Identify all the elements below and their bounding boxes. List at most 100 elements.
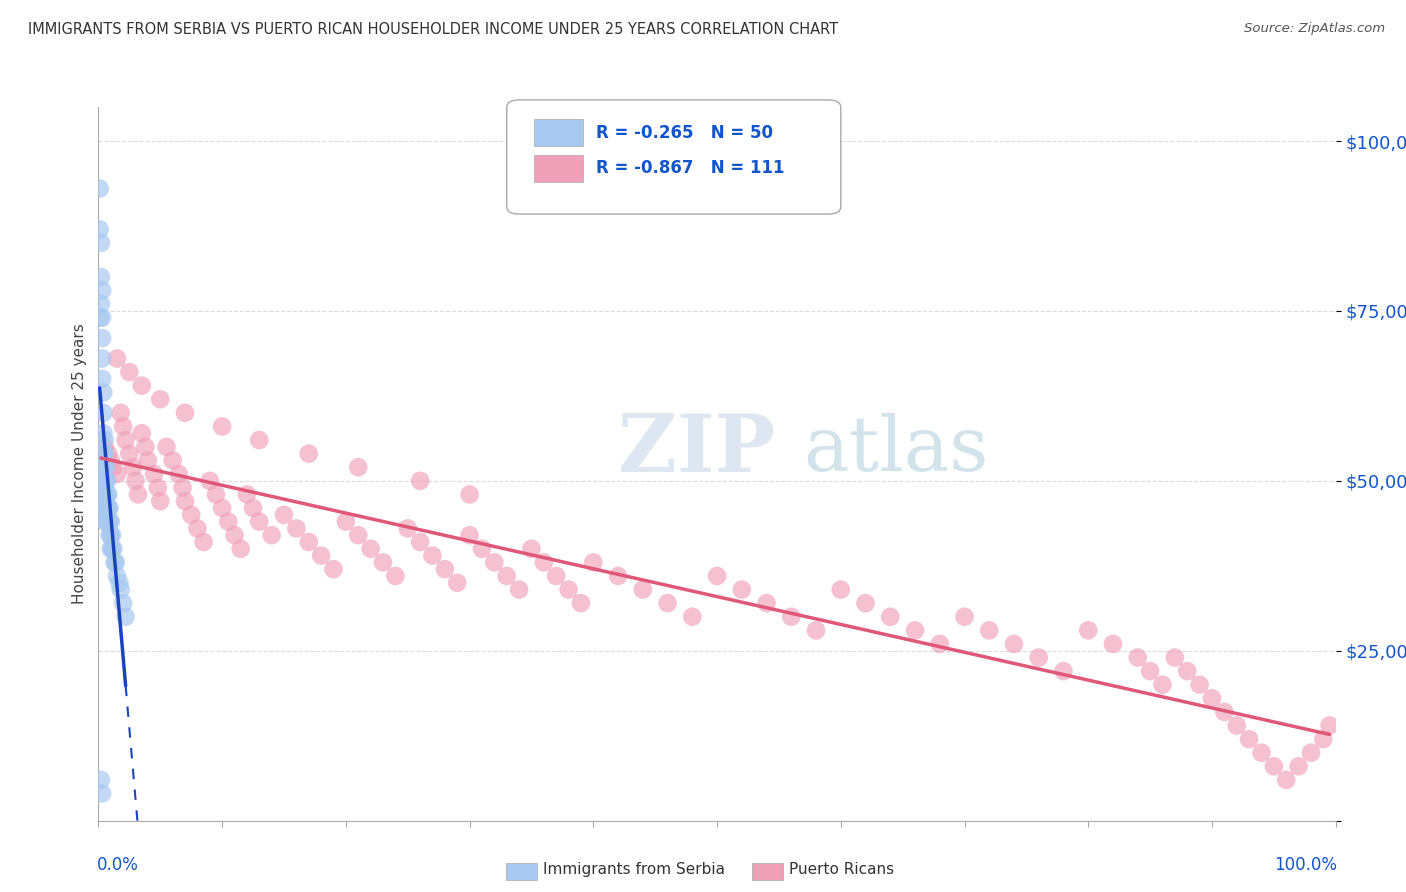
Point <box>91 351 114 366</box>
Point <box>780 609 803 624</box>
Point <box>146 481 169 495</box>
Point <box>1028 650 1050 665</box>
Point <box>104 555 127 569</box>
Point <box>89 181 111 195</box>
Point <box>855 596 877 610</box>
Point <box>533 555 555 569</box>
Point <box>1288 759 1310 773</box>
Text: Source: ZipAtlas.com: Source: ZipAtlas.com <box>1244 22 1385 36</box>
Point <box>101 528 124 542</box>
Point <box>1126 650 1149 665</box>
Point <box>93 501 115 516</box>
Text: IMMIGRANTS FROM SERBIA VS PUERTO RICAN HOUSEHOLDER INCOME UNDER 25 YEARS CORRELA: IMMIGRANTS FROM SERBIA VS PUERTO RICAN H… <box>28 22 838 37</box>
Point <box>90 235 112 250</box>
Point <box>97 515 120 529</box>
Point <box>98 501 121 516</box>
Point <box>229 541 252 556</box>
Point <box>103 541 125 556</box>
Point <box>247 515 270 529</box>
Point <box>1312 732 1334 747</box>
Point <box>557 582 579 597</box>
Point <box>396 521 419 535</box>
Point <box>198 474 221 488</box>
Point <box>91 284 114 298</box>
Point <box>103 555 125 569</box>
Point <box>371 555 394 569</box>
Point <box>93 433 115 447</box>
Point <box>94 501 117 516</box>
Point <box>93 515 115 529</box>
Point <box>1201 691 1223 706</box>
Point <box>458 528 481 542</box>
Point <box>136 453 159 467</box>
Point <box>298 535 321 549</box>
Text: 100.0%: 100.0% <box>1274 856 1337 874</box>
Point <box>93 474 115 488</box>
Point <box>205 487 228 501</box>
Point <box>174 406 197 420</box>
Text: atlas: atlas <box>804 413 988 486</box>
Point <box>1164 650 1187 665</box>
Point <box>172 481 194 495</box>
Point <box>91 787 114 801</box>
Point <box>89 310 111 325</box>
Point <box>110 582 132 597</box>
Point <box>112 419 135 434</box>
Point <box>118 365 141 379</box>
Text: R = -0.265   N = 50: R = -0.265 N = 50 <box>596 124 773 142</box>
Point <box>1263 759 1285 773</box>
Point <box>131 378 153 392</box>
Point <box>681 609 703 624</box>
Point <box>755 596 778 610</box>
Point <box>114 609 136 624</box>
Point <box>131 426 153 441</box>
Point <box>93 426 115 441</box>
Point <box>108 575 131 590</box>
Text: R = -0.867   N = 111: R = -0.867 N = 111 <box>596 159 785 177</box>
Point <box>804 624 827 638</box>
Point <box>520 541 543 556</box>
Point <box>1319 718 1341 732</box>
Point <box>953 609 976 624</box>
Point <box>1250 746 1272 760</box>
Point <box>100 528 122 542</box>
Point <box>347 528 370 542</box>
Point <box>105 351 128 366</box>
Point <box>879 609 901 624</box>
Point <box>242 501 264 516</box>
Point <box>90 297 112 311</box>
Point <box>582 555 605 569</box>
Point <box>96 515 118 529</box>
Point <box>607 569 630 583</box>
Point <box>174 494 197 508</box>
Point <box>446 575 468 590</box>
Point <box>193 535 215 549</box>
FancyBboxPatch shape <box>506 100 841 214</box>
Point <box>224 528 246 542</box>
Point <box>98 515 121 529</box>
Point <box>127 487 149 501</box>
Point <box>180 508 202 522</box>
Point <box>105 569 128 583</box>
Point <box>273 508 295 522</box>
Point <box>93 447 115 461</box>
Point <box>471 541 494 556</box>
Point <box>149 392 172 407</box>
Point <box>93 487 115 501</box>
Point <box>96 487 118 501</box>
Point <box>1077 624 1099 638</box>
Point <box>484 555 506 569</box>
Point <box>112 596 135 610</box>
Text: Puerto Ricans: Puerto Ricans <box>789 863 894 877</box>
Point <box>110 406 132 420</box>
Text: 0.0%: 0.0% <box>97 856 139 874</box>
Point <box>657 596 679 610</box>
Point <box>118 447 141 461</box>
Point <box>93 385 115 400</box>
Point <box>347 460 370 475</box>
Point <box>97 501 120 516</box>
Point <box>409 474 432 488</box>
Point <box>114 433 136 447</box>
Point <box>495 569 517 583</box>
Point <box>1188 678 1211 692</box>
